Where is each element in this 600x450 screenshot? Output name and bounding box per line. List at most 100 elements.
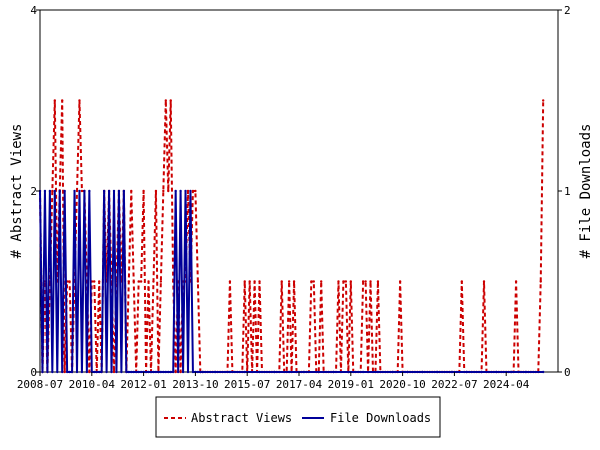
data-point-abstract-views-203: [539, 280, 542, 283]
data-point-abstract-views-110: [310, 280, 313, 283]
data-point-file-downloads-36: [127, 370, 130, 374]
data-point-abstract-views-42: [142, 189, 145, 193]
x-tick-label-7: 2020-10: [379, 378, 425, 391]
data-point-file-downloads-57: [179, 189, 182, 193]
series-layer: [38, 99, 545, 374]
data-point-file-downloads-54: [172, 370, 175, 374]
data-point-file-downloads-37: [130, 370, 133, 374]
data-point-file-downloads-47: [154, 370, 158, 374]
data-point-file-downloads-32: [117, 189, 121, 193]
data-point-file-downloads-39: [135, 370, 138, 374]
y-right-tick-label-0: 0: [564, 366, 571, 379]
data-point-file-downloads-38: [132, 370, 135, 374]
data-point-file-downloads-23: [95, 370, 98, 374]
data-point-abstract-views-50: [162, 189, 165, 193]
y-right-tick-label-1: 1: [564, 185, 571, 198]
data-point-abstract-views-9: [61, 99, 64, 102]
data-point-file-downloads-3: [46, 370, 49, 374]
data-point-file-downloads-33: [120, 370, 123, 374]
data-point-file-downloads-45: [149, 370, 153, 374]
data-point-file-downloads-9: [61, 370, 64, 374]
data-point-file-downloads-27: [105, 370, 108, 374]
data-point-abstract-views-10: [63, 370, 66, 374]
data-point-file-downloads-16: [78, 189, 81, 193]
data-point-abstract-views-111: [312, 280, 315, 283]
data-point-file-downloads-13: [70, 370, 74, 374]
data-point-file-downloads-35: [125, 370, 128, 374]
data-point-file-downloads-88: [524, 370, 528, 374]
data-point-abstract-views-87: [253, 280, 256, 283]
data-point-abstract-views-15: [75, 189, 79, 193]
data-point-file-downloads-67: [213, 370, 217, 374]
data-point-abstract-views-30: [112, 370, 116, 374]
data-point-file-downloads-72: [287, 370, 291, 374]
x-tick-label-4: 2015-07: [224, 378, 270, 391]
legend-box: [155, 396, 441, 438]
data-point-abstract-views-37: [130, 189, 133, 193]
data-point-file-downloads-24: [98, 370, 101, 374]
data-point-file-downloads-2: [43, 189, 47, 193]
data-point-file-downloads-80: [406, 370, 409, 374]
data-point-file-downloads-44: [147, 370, 150, 374]
data-point-file-downloads-87: [509, 370, 513, 374]
data-point-file-downloads-76: [347, 370, 350, 374]
data-point-file-downloads-69: [243, 370, 246, 374]
data-point-file-downloads-81: [421, 370, 424, 374]
data-point-abstract-views-204: [542, 99, 545, 102]
data-point-abstract-views-57: [179, 370, 182, 374]
y-right-tick-label-2: 2: [564, 4, 571, 17]
data-point-file-downloads-60: [186, 370, 190, 374]
data-point-file-downloads-12: [68, 370, 71, 374]
data-point-abstract-views-114: [320, 280, 323, 283]
data-point-abstract-views-85: [248, 280, 251, 283]
data-point-file-downloads-17: [80, 370, 84, 374]
x-tick-label-0: 2008-07: [17, 378, 63, 391]
data-point-file-downloads-52: [167, 370, 170, 374]
data-point-abstract-views-137: [376, 280, 380, 283]
data-point-file-downloads-11: [65, 370, 69, 374]
data-point-abstract-views-98: [280, 280, 283, 283]
x-tick-label-6: 2019-01: [328, 378, 374, 391]
legend-label-file-downloads: File Downloads: [330, 411, 431, 425]
data-point-abstract-views-47: [154, 189, 158, 193]
data-point-file-downloads-8: [58, 189, 61, 193]
y-axis-right-title: # File Downloads: [578, 124, 594, 259]
data-point-abstract-views-63: [194, 189, 197, 193]
data-point-abstract-views-41: [139, 280, 143, 283]
data-point-file-downloads-4: [48, 189, 52, 193]
data-point-abstract-views-5: [51, 189, 54, 193]
data-point-abstract-views-22: [93, 280, 96, 283]
data-point-file-downloads-50: [162, 370, 165, 374]
data-point-abstract-views-6: [53, 99, 56, 102]
data-point-file-downloads-6: [53, 189, 56, 193]
data-point-file-downloads-46: [152, 370, 155, 374]
data-point-file-downloads-19: [85, 370, 89, 374]
data-point-abstract-views-55: [174, 370, 177, 374]
data-point-abstract-views-132: [364, 280, 367, 283]
data-point-abstract-views-103: [292, 280, 296, 283]
data-point-file-downloads-75: [332, 370, 335, 374]
data-point-file-downloads-49: [159, 370, 163, 374]
data-point-abstract-views-124: [344, 280, 348, 283]
data-point-abstract-views-36: [127, 280, 130, 283]
data-point-file-downloads-64: [196, 370, 200, 374]
data-point-file-downloads-55: [174, 189, 177, 193]
data-point-file-downloads-85: [480, 370, 483, 374]
data-point-file-downloads-68: [228, 370, 232, 374]
data-point-abstract-views-121: [337, 280, 340, 283]
data-point-file-downloads-86: [495, 370, 498, 374]
data-point-file-downloads-29: [110, 370, 113, 374]
data-point-abstract-views-101: [287, 280, 291, 283]
series-line-file-downloads: [39, 190, 544, 373]
data-point-file-downloads-74: [317, 370, 320, 374]
data-point-abstract-views-193: [514, 280, 518, 283]
data-point-abstract-views-16: [78, 99, 81, 102]
legend-label-abstract-views: Abstract Views: [191, 411, 292, 425]
x-tick-label-5: 2017-04: [276, 378, 323, 391]
data-point-file-downloads-14: [73, 189, 76, 193]
data-point-abstract-views-12: [68, 280, 71, 283]
y-left-tick-label-2: 4: [30, 4, 37, 17]
data-point-abstract-views-49: [159, 280, 163, 283]
data-point-abstract-views-64: [196, 280, 200, 283]
